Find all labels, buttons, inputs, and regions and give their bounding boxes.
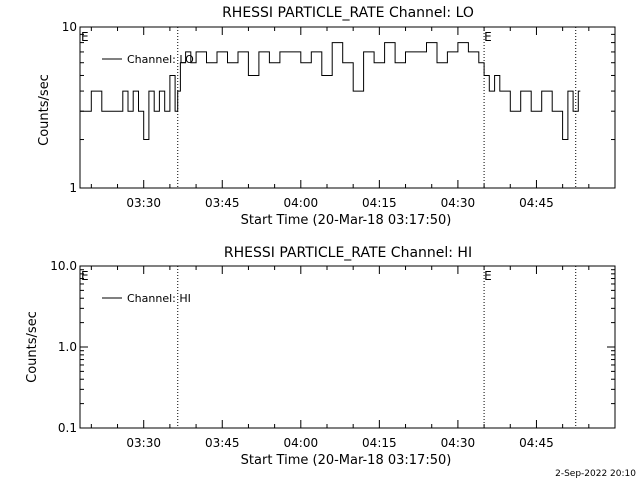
hi-y-tick-label: 0.1 [58, 421, 77, 435]
hi-y-axis-label: Counts/sec [25, 311, 40, 383]
hi-event-marker: E [81, 269, 89, 283]
lo-x-tick-label: 04:00 [284, 196, 319, 210]
hi-x-tick-label: 04:45 [519, 436, 554, 450]
lo-x-tick-label: 03:45 [205, 196, 240, 210]
hi-x-tick-label: 04:15 [362, 436, 397, 450]
hi-x-tick-label: 03:45 [205, 436, 240, 450]
lo-x-axis-label: Start Time (20-Mar-18 03:17:50) [241, 213, 452, 228]
hi-x-axis-label: Start Time (20-Mar-18 03:17:50) [241, 453, 452, 468]
lo-y-axis-label: Counts/sec [37, 74, 52, 146]
hi-panel: RHESSI PARTICLE_RATE Channel: HI Counts/… [25, 245, 616, 468]
lo-x-tick-label: 04:15 [362, 196, 397, 210]
hi-chart-title: RHESSI PARTICLE_RATE Channel: HI [224, 245, 472, 261]
hi-x-tick-label: 04:30 [441, 436, 476, 450]
lo-legend-label: Channel: LO [127, 53, 194, 66]
hi-y-tick-label: 1.0 [58, 340, 77, 354]
hi-x-tick-label: 03:30 [126, 436, 161, 450]
lo-chart-title: RHESSI PARTICLE_RATE Channel: LO [222, 5, 474, 21]
lo-plot-frame [79, 26, 616, 189]
lo-panel: RHESSI PARTICLE_RATE Channel: LO Counts/… [37, 5, 616, 228]
hi-plot-frame [79, 265, 616, 429]
lo-y-tick-label: 1 [69, 181, 77, 195]
hi-x-tick-label: 04:00 [284, 436, 319, 450]
lo-x-tick-label: 04:30 [441, 196, 476, 210]
hi-y-tick-label: 10.0 [50, 259, 77, 273]
lo-x-tick-label: 04:45 [519, 196, 554, 210]
lo-x-tick-label: 03:30 [126, 196, 161, 210]
hi-event-marker: E [484, 269, 492, 283]
lo-series-line [80, 42, 581, 140]
lo-event-marker: E [81, 30, 89, 44]
hi-legend-label: Channel: HI [127, 292, 191, 305]
lo-event-marker: E [484, 30, 492, 44]
generation-timestamp: 2-Sep-2022 20:10 [555, 469, 636, 479]
lo-y-tick-label: 10 [62, 20, 77, 34]
